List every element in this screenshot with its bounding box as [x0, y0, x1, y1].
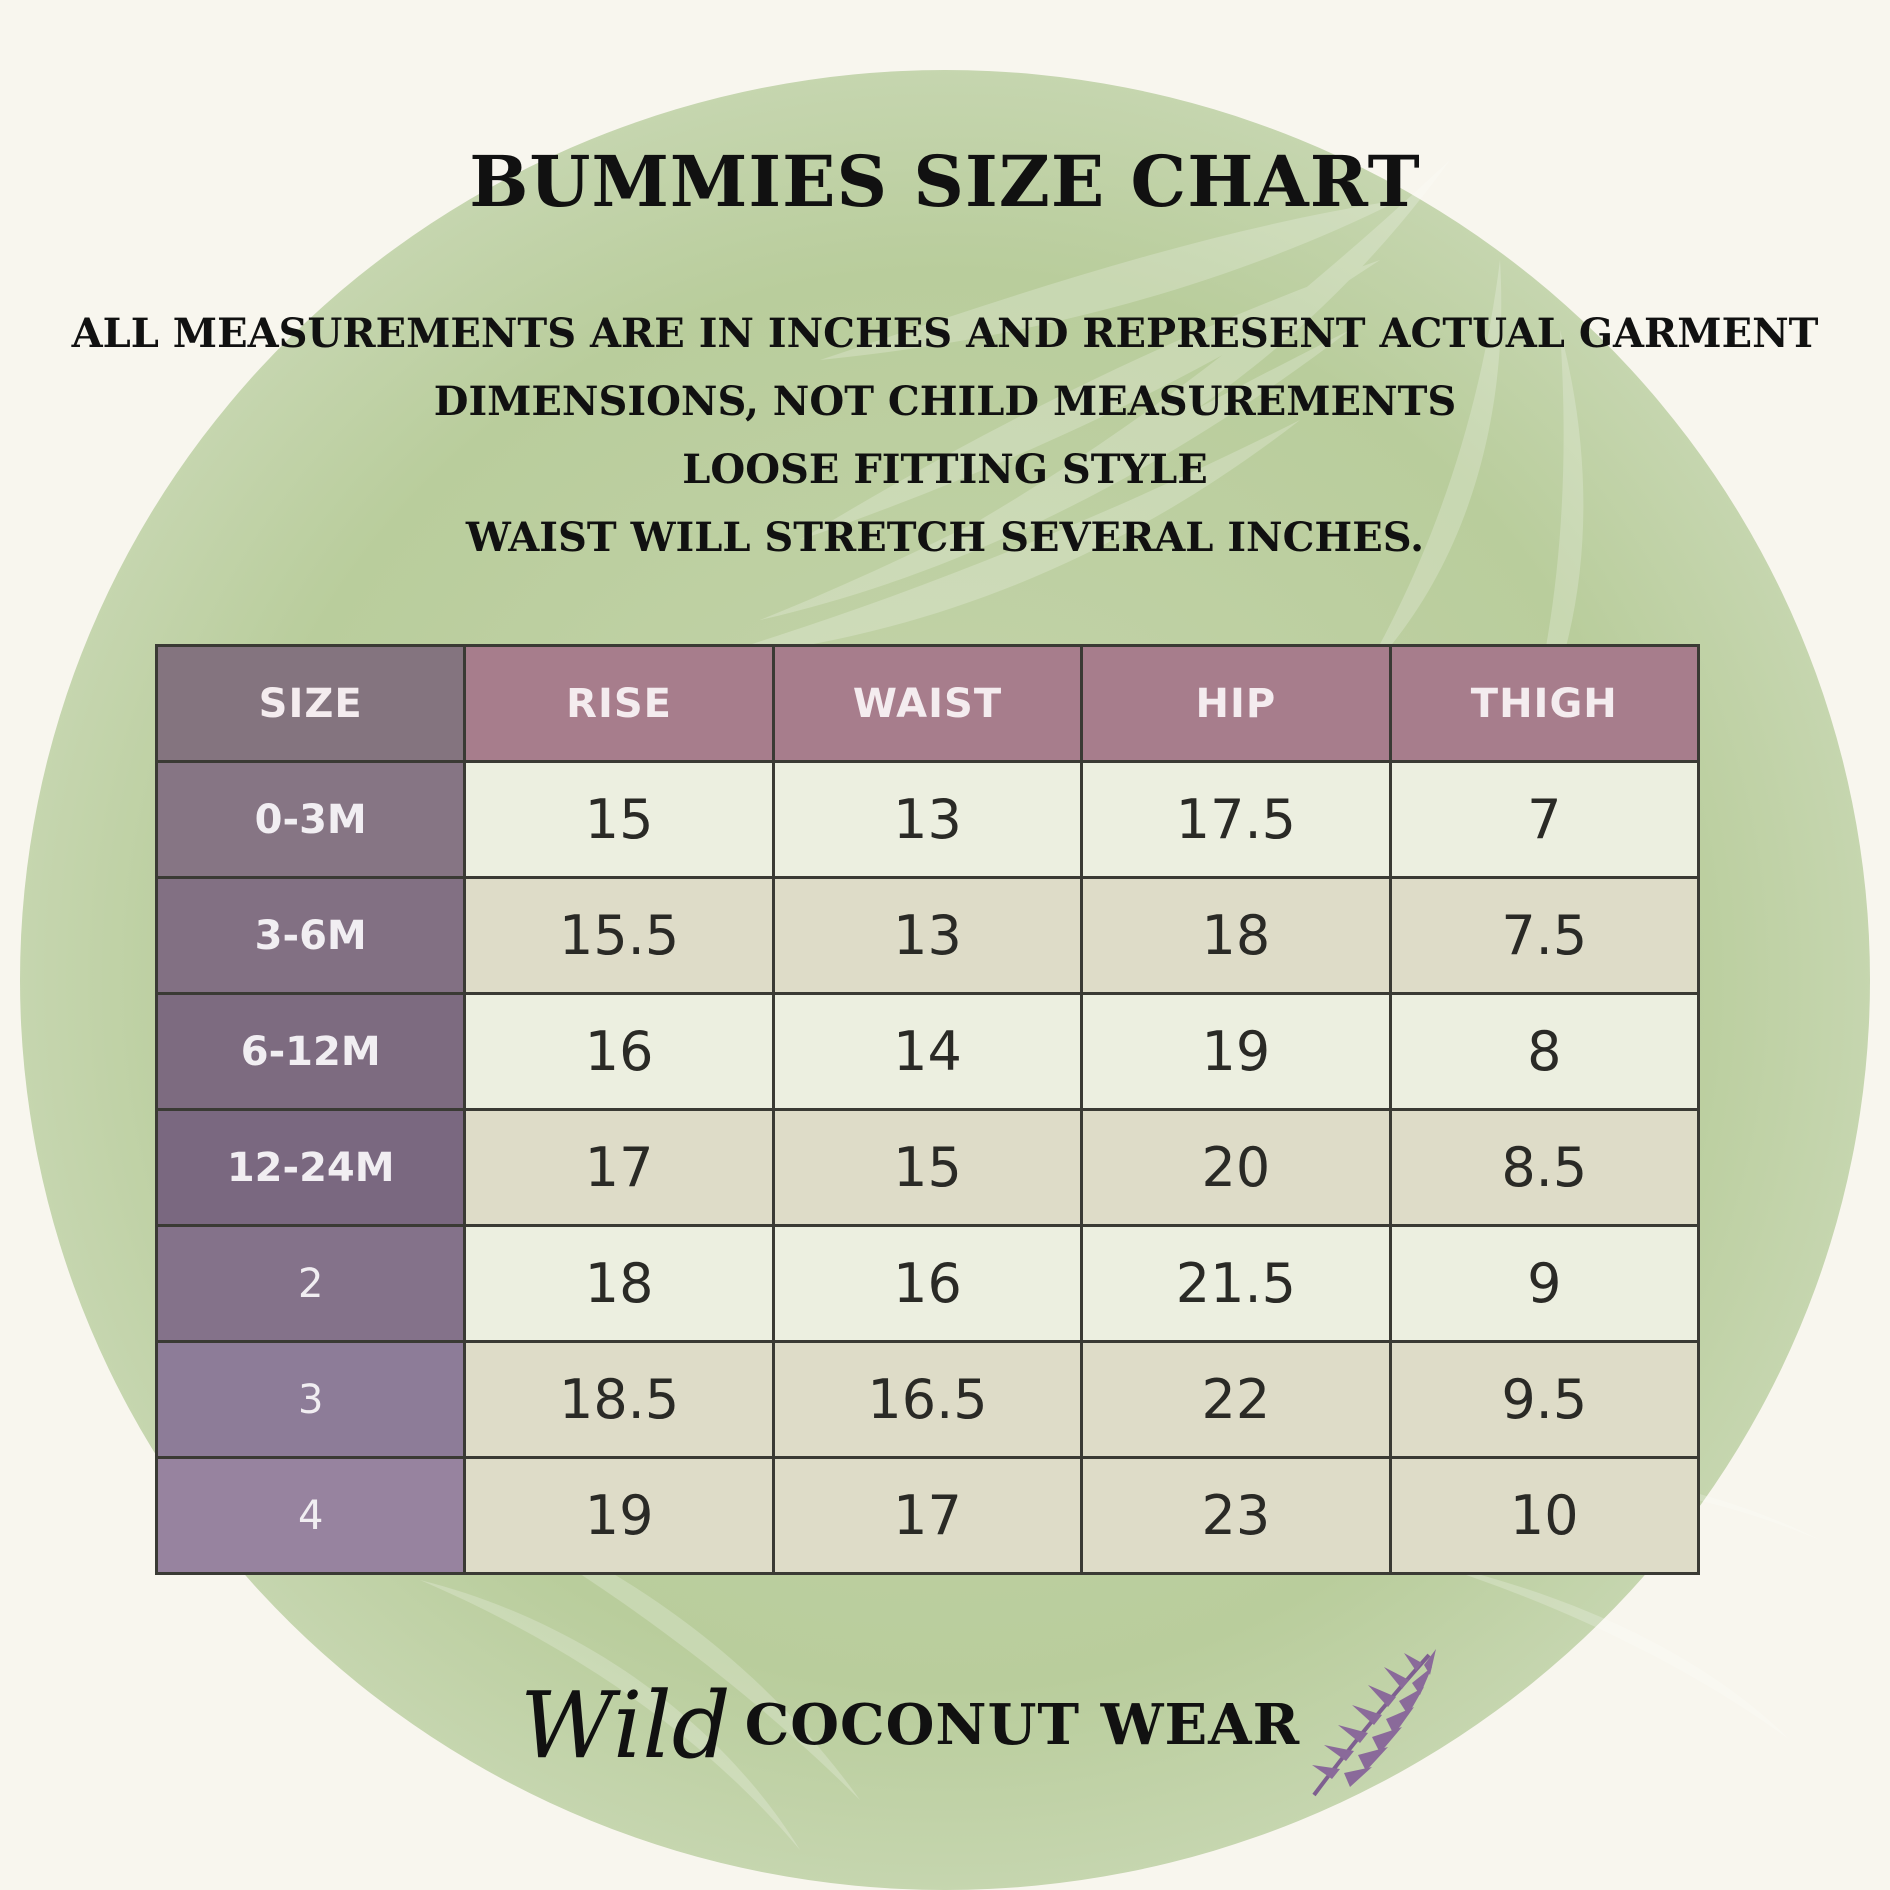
rise-cell: 15	[463, 760, 775, 879]
size-cell: 12-24M	[154, 1108, 467, 1227]
hip-cell: 20	[1080, 1108, 1392, 1227]
header-waist: WAIST	[771, 644, 1084, 763]
waist-cell: 17	[771, 1456, 1084, 1575]
table-row: 0-3M 15 13 17.5 7	[154, 760, 1701, 879]
note-line: WAIST WILL STRETCH SEVERAL INCHES.	[465, 514, 1425, 561]
waist-cell: 13	[771, 876, 1084, 995]
thigh-cell: 10	[1388, 1456, 1701, 1575]
waist-cell: 16.5	[771, 1340, 1084, 1459]
rise-cell: 18.5	[463, 1340, 775, 1459]
size-cell: 2	[154, 1224, 467, 1343]
header-rise: RISE	[463, 644, 775, 763]
thigh-cell: 7	[1388, 760, 1701, 879]
header-hip: HIP	[1080, 644, 1392, 763]
waist-cell: 16	[771, 1224, 1084, 1343]
size-cell: 3-6M	[154, 876, 467, 995]
waist-cell: 13	[771, 760, 1084, 879]
header-size: SIZE	[154, 644, 467, 763]
size-cell: 0-3M	[154, 760, 467, 879]
thigh-cell: 9	[1388, 1224, 1701, 1343]
page-title: BUMMIES SIZE CHART	[469, 140, 1421, 223]
thigh-cell: 7.5	[1388, 876, 1701, 995]
thigh-cell: 8	[1388, 992, 1701, 1111]
table-row: 12-24M 17 15 20 8.5	[154, 1108, 1701, 1227]
note-line: ALL MEASUREMENTS ARE IN INCHES AND REPRE…	[71, 310, 1819, 357]
hip-cell: 18	[1080, 876, 1392, 995]
hip-cell: 21.5	[1080, 1224, 1392, 1343]
table-row: 2 18 16 21.5 9	[154, 1224, 1701, 1343]
header-thigh: THIGH	[1388, 644, 1701, 763]
rise-cell: 17	[463, 1108, 775, 1227]
table-row: 4 19 17 23 10	[154, 1456, 1701, 1575]
thigh-cell: 9.5	[1388, 1340, 1701, 1459]
table-row: 3-6M 15.5 13 18 7.5	[154, 876, 1701, 995]
waist-cell: 15	[771, 1108, 1084, 1227]
measurement-notes: ALL MEASUREMENTS ARE IN INCHES AND REPRE…	[40, 300, 1850, 572]
thigh-cell: 8.5	[1388, 1108, 1701, 1227]
brand-logo: Wild COCONUT WEAR	[520, 1649, 1444, 1800]
size-cell: 6-12M	[154, 992, 467, 1111]
rise-cell: 19	[463, 1456, 775, 1575]
table-row: 6-12M 16 14 19 8	[154, 992, 1701, 1111]
hip-cell: 22	[1080, 1340, 1392, 1459]
size-cell: 3	[154, 1340, 467, 1459]
rise-cell: 18	[463, 1224, 775, 1343]
note-line: LOOSE FITTING STYLE	[682, 446, 1208, 493]
waist-cell: 14	[771, 992, 1084, 1111]
palm-leaf-icon	[1312, 1649, 1437, 1797]
rise-cell: 15.5	[463, 876, 775, 995]
hip-cell: 19	[1080, 992, 1392, 1111]
brand-script-text: Wild	[520, 1671, 731, 1779]
hip-cell: 17.5	[1080, 760, 1392, 879]
rise-cell: 16	[463, 992, 775, 1111]
brand-name-text: COCONUT WEAR	[744, 1692, 1301, 1758]
note-line: DIMENSIONS, NOT CHILD MEASUREMENTS	[433, 378, 1457, 425]
table-header-row: SIZE RISE WAIST HIP THIGH	[154, 644, 1701, 763]
size-chart-table: SIZE RISE WAIST HIP THIGH 0-3M 15 13 17.…	[154, 644, 1701, 1575]
table-row: 3 18.5 16.5 22 9.5	[154, 1340, 1701, 1459]
size-cell: 4	[154, 1456, 467, 1575]
hip-cell: 23	[1080, 1456, 1392, 1575]
